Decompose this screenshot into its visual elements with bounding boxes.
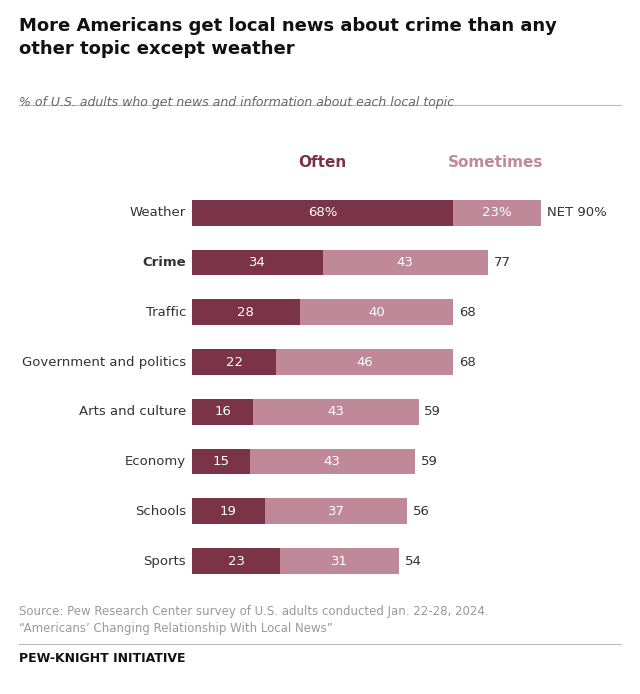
Text: 43: 43 <box>328 405 344 418</box>
Bar <box>192 548 280 574</box>
Bar <box>192 448 250 475</box>
Text: 43: 43 <box>324 455 340 468</box>
Bar <box>192 200 453 226</box>
Text: 28: 28 <box>237 306 254 319</box>
Text: 43: 43 <box>397 256 413 269</box>
Text: 23%: 23% <box>483 206 512 219</box>
Text: Sports: Sports <box>143 555 186 568</box>
Text: NET 90%: NET 90% <box>547 206 607 219</box>
Text: More Americans get local news about crime than any
other topic except weather: More Americans get local news about crim… <box>19 17 557 58</box>
Bar <box>280 548 399 574</box>
Bar <box>192 250 323 276</box>
Text: 34: 34 <box>249 256 266 269</box>
Text: 68%: 68% <box>308 206 337 219</box>
Text: Arts and culture: Arts and culture <box>79 405 186 418</box>
Bar <box>192 299 300 325</box>
Text: 23: 23 <box>228 555 244 568</box>
Text: Source: Pew Research Center survey of U.S. adults conducted Jan. 22-28, 2024.
“A: Source: Pew Research Center survey of U.… <box>19 605 489 635</box>
Bar <box>323 250 488 276</box>
Text: 56: 56 <box>413 505 429 518</box>
Text: 77: 77 <box>493 256 511 269</box>
Bar <box>276 349 453 375</box>
Text: 31: 31 <box>332 555 348 568</box>
Text: PEW-KNIGHT INITIATIVE: PEW-KNIGHT INITIATIVE <box>19 652 186 666</box>
Text: 54: 54 <box>405 555 422 568</box>
Text: 37: 37 <box>328 505 344 518</box>
Text: 46: 46 <box>356 355 373 369</box>
Bar <box>265 498 407 524</box>
Text: % of U.S. adults who get news and information about each local topic: % of U.S. adults who get news and inform… <box>19 96 454 109</box>
Text: Often: Often <box>298 155 347 170</box>
Text: Economy: Economy <box>125 455 186 468</box>
Bar <box>192 399 253 425</box>
Bar <box>300 299 453 325</box>
Text: 59: 59 <box>420 455 437 468</box>
Text: 68: 68 <box>459 355 476 369</box>
Bar <box>453 200 541 226</box>
Text: Weather: Weather <box>130 206 186 219</box>
Text: 59: 59 <box>424 405 441 418</box>
Bar <box>250 448 415 475</box>
Text: Schools: Schools <box>135 505 186 518</box>
Text: 22: 22 <box>226 355 243 369</box>
Bar <box>192 349 276 375</box>
Text: 40: 40 <box>368 306 385 319</box>
Text: Sometimes: Sometimes <box>447 155 543 170</box>
Text: 15: 15 <box>212 455 229 468</box>
Text: Government and politics: Government and politics <box>22 355 186 369</box>
Text: 68: 68 <box>459 306 476 319</box>
Bar <box>192 498 265 524</box>
Text: Crime: Crime <box>143 256 186 269</box>
Text: Traffic: Traffic <box>146 306 186 319</box>
Text: 19: 19 <box>220 505 237 518</box>
Text: 16: 16 <box>214 405 231 418</box>
Bar <box>253 399 419 425</box>
